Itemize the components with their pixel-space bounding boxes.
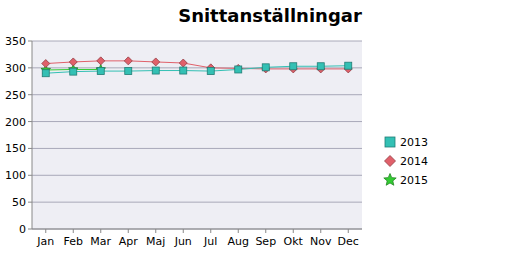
y-axis	[32, 41, 33, 229]
data-point	[290, 63, 297, 70]
grid-line	[32, 175, 362, 176]
legend-marker	[385, 137, 395, 147]
x-tick	[155, 229, 156, 233]
data-point	[317, 63, 324, 70]
data-point	[69, 58, 77, 66]
x-tick-label: Dec	[338, 235, 359, 248]
title: Snittanställningar	[178, 5, 362, 26]
y-tick	[28, 229, 32, 230]
grid-line	[32, 148, 362, 149]
legend-label: 2015	[400, 174, 428, 187]
data-point	[180, 67, 187, 74]
x-tick-label: Apr	[119, 235, 139, 248]
data-point	[97, 68, 104, 75]
y-tick	[28, 41, 32, 42]
legend-label: 2013	[400, 136, 428, 149]
grid-line	[32, 121, 362, 122]
x-tick-label: Jul	[203, 235, 217, 248]
y-tick	[28, 148, 32, 149]
data-point	[345, 62, 352, 69]
y-tick	[28, 175, 32, 176]
x-tick-label: Mar	[90, 235, 111, 248]
data-point	[179, 59, 187, 67]
x-tick	[183, 229, 184, 233]
series-line	[46, 66, 349, 74]
y-tick-label: 350	[5, 35, 26, 48]
grid-line	[32, 67, 362, 68]
data-point	[207, 68, 214, 75]
data-point	[152, 67, 159, 74]
data-point	[235, 66, 242, 73]
plot-area	[32, 41, 362, 229]
x-tick	[100, 229, 101, 233]
y-tick-label: 0	[19, 223, 26, 236]
x-tick	[348, 229, 349, 233]
y-tick-label: 150	[5, 142, 26, 155]
x-tick-label: Feb	[64, 235, 83, 248]
chart: Snittanställningar 0 50 100 150 200 250 300 350 J…	[0, 0, 524, 254]
grid-line	[32, 41, 362, 42]
y-tick	[28, 94, 32, 95]
x-tick	[320, 229, 321, 233]
x-tick-label: Maj	[146, 235, 165, 248]
grid-line	[32, 94, 362, 95]
grid-line	[32, 202, 362, 203]
x-tick	[265, 229, 266, 233]
data-point	[125, 68, 132, 75]
y-tick-label: 100	[5, 169, 26, 182]
x-axis	[32, 229, 362, 230]
y-tick	[28, 202, 32, 203]
x-tick	[210, 229, 211, 233]
y-tick	[28, 67, 32, 68]
legend-marker	[384, 174, 396, 186]
x-tick	[293, 229, 294, 233]
legend-marker	[385, 156, 396, 167]
x-tick-label: Jun	[174, 235, 192, 248]
x-tick-label: Sep	[255, 235, 276, 248]
x-tick	[73, 229, 74, 233]
data-point	[70, 68, 77, 75]
y-tick-label: 300	[5, 62, 26, 75]
x-tick-label: Nov	[310, 235, 332, 248]
data-point	[262, 64, 269, 71]
y-tick-label: 50	[12, 196, 26, 209]
legend-label: 2014	[400, 155, 428, 168]
data-point	[97, 57, 105, 65]
x-tick	[45, 229, 46, 233]
x-tick	[128, 229, 129, 233]
y-tick	[28, 121, 32, 122]
data-point	[152, 58, 160, 66]
data-point	[42, 70, 49, 77]
x-tick	[238, 229, 239, 233]
series-line	[46, 61, 349, 69]
y-tick-label: 250	[5, 89, 26, 102]
y-tick-label: 200	[5, 116, 26, 129]
x-tick-label: Okt	[284, 235, 304, 248]
data-point	[42, 60, 50, 68]
x-tick-label: Aug	[228, 235, 249, 248]
x-tick-label: Jan	[36, 235, 54, 248]
data-point	[234, 64, 242, 72]
plot-group	[41, 57, 352, 77]
grid-line	[32, 229, 362, 230]
data-point	[124, 57, 132, 65]
